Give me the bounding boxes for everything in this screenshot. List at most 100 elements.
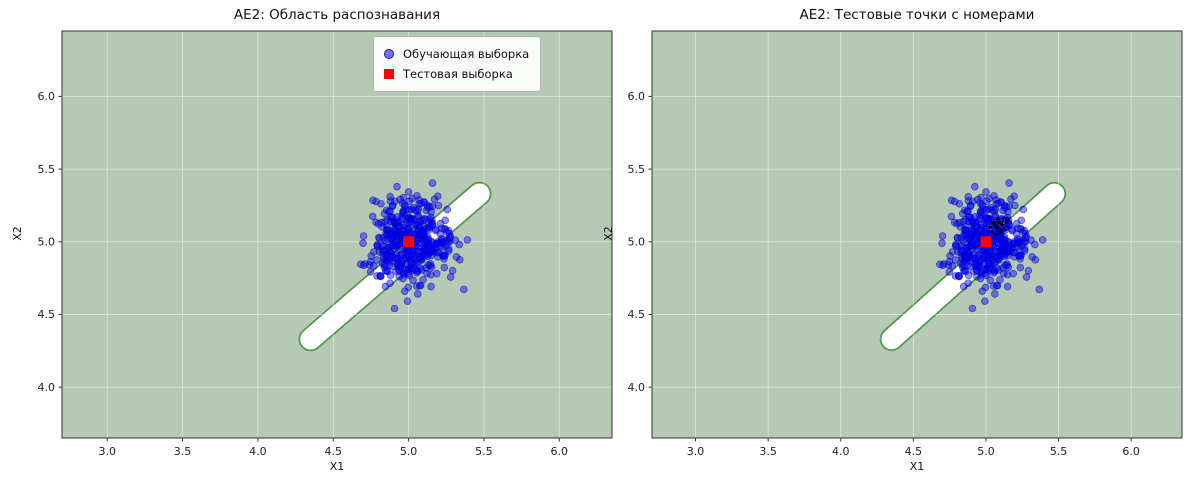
test-point-dot — [991, 221, 995, 225]
train-point — [990, 282, 998, 290]
train-point — [982, 269, 990, 278]
test-point-dot — [1000, 222, 1004, 226]
train-point — [964, 192, 973, 201]
train-point — [963, 253, 972, 262]
train-point — [961, 215, 970, 224]
test-point-dot — [990, 229, 994, 234]
train-point — [440, 263, 449, 272]
train-point — [964, 271, 973, 280]
train-point — [938, 239, 946, 247]
train-point — [964, 279, 972, 287]
train-point — [965, 217, 974, 226]
train-point — [402, 266, 410, 274]
test-point-dot — [994, 232, 998, 237]
axes-spine — [651, 30, 1183, 439]
test-sample-marker — [403, 236, 415, 248]
decision-region — [62, 31, 612, 438]
y-tick-label: 4.0 — [38, 381, 56, 394]
train-point — [438, 243, 446, 252]
train-point — [996, 275, 1004, 284]
train-point — [378, 242, 387, 250]
train-point — [463, 236, 472, 244]
train-point — [414, 211, 422, 220]
train-point — [410, 249, 418, 258]
test-point-number: 9 — [995, 215, 999, 223]
train-point — [406, 217, 415, 226]
train-point — [992, 281, 1001, 290]
train-point — [427, 282, 435, 291]
legend-label-test: Тестовая выборка — [403, 67, 513, 81]
train-point — [370, 248, 378, 256]
train-point — [963, 207, 971, 216]
train-point — [973, 230, 981, 238]
train-point — [1021, 234, 1030, 242]
x-tick-label: 4.0 — [249, 445, 267, 458]
train-point — [991, 211, 999, 220]
train-point — [383, 254, 391, 262]
train-point — [1010, 238, 1018, 246]
train-point — [419, 216, 427, 225]
x-tick-label: 5.5 — [1050, 445, 1068, 458]
test-point-number: 10 — [1001, 215, 1009, 223]
train-point — [983, 217, 992, 226]
train-point — [395, 240, 403, 249]
subplot-0: 3.0 3.5 4.0 4.5 5.0 5.5 6.0 4.0 4.5 5.0 5.5 6.0 — [38, 30, 613, 458]
train-point — [375, 248, 384, 256]
train-point — [396, 254, 405, 262]
decision-region — [652, 31, 1182, 438]
test-point-dot — [995, 225, 1000, 229]
train-point — [418, 230, 426, 239]
train-point — [976, 208, 985, 217]
train-point — [985, 205, 993, 213]
train-point — [443, 205, 452, 214]
train-point — [424, 235, 433, 244]
train-point — [1038, 236, 1047, 244]
train-point — [387, 234, 395, 242]
test-point-number: 8 — [998, 227, 1002, 235]
train-point — [387, 229, 395, 238]
train-point — [378, 259, 387, 268]
train-point — [991, 290, 999, 298]
train-point — [1020, 226, 1029, 235]
train-point — [938, 261, 947, 270]
train-point — [972, 240, 981, 249]
train-point — [1016, 225, 1025, 233]
train-point — [383, 215, 392, 224]
train-point — [424, 241, 432, 249]
train-point — [982, 188, 990, 196]
x-tick-label: 5.5 — [475, 445, 493, 458]
train-point — [401, 201, 409, 209]
train-point — [1003, 213, 1012, 222]
train-point — [393, 182, 401, 191]
train-point — [425, 225, 433, 234]
train-point — [1035, 285, 1044, 294]
train-point — [366, 268, 375, 276]
train-point — [398, 215, 407, 223]
y-axis-label-left: X2 — [10, 226, 24, 241]
x-axis-label-right: X1 — [909, 460, 925, 473]
x-tick-label: 5.0 — [400, 445, 418, 458]
subplot-1: 123456789103.03.54.04.55.05.56.04.04.55.… — [628, 30, 1183, 458]
y-tick-label: 5.0 — [628, 236, 646, 249]
train-point — [395, 230, 403, 238]
train-point — [428, 179, 437, 187]
train-point — [955, 199, 964, 208]
x-tick-label: 4.5 — [905, 445, 923, 458]
y-tick-label: 4.5 — [38, 308, 56, 321]
train-point — [1009, 269, 1017, 278]
y-tick-label: 4.5 — [628, 308, 646, 321]
train-point — [1003, 270, 1012, 279]
train-point — [956, 259, 965, 268]
train-point — [947, 196, 956, 205]
train-point — [452, 253, 461, 261]
x-tick-label: 3.5 — [759, 445, 777, 458]
legend-item-train: Обучающая выборка — [384, 44, 529, 64]
train-point — [961, 254, 970, 262]
train-point — [1016, 263, 1025, 272]
axes-spine — [61, 30, 613, 439]
train-point — [947, 212, 956, 221]
train-point — [982, 251, 990, 260]
train-point — [993, 238, 1001, 247]
train-point — [968, 304, 977, 313]
